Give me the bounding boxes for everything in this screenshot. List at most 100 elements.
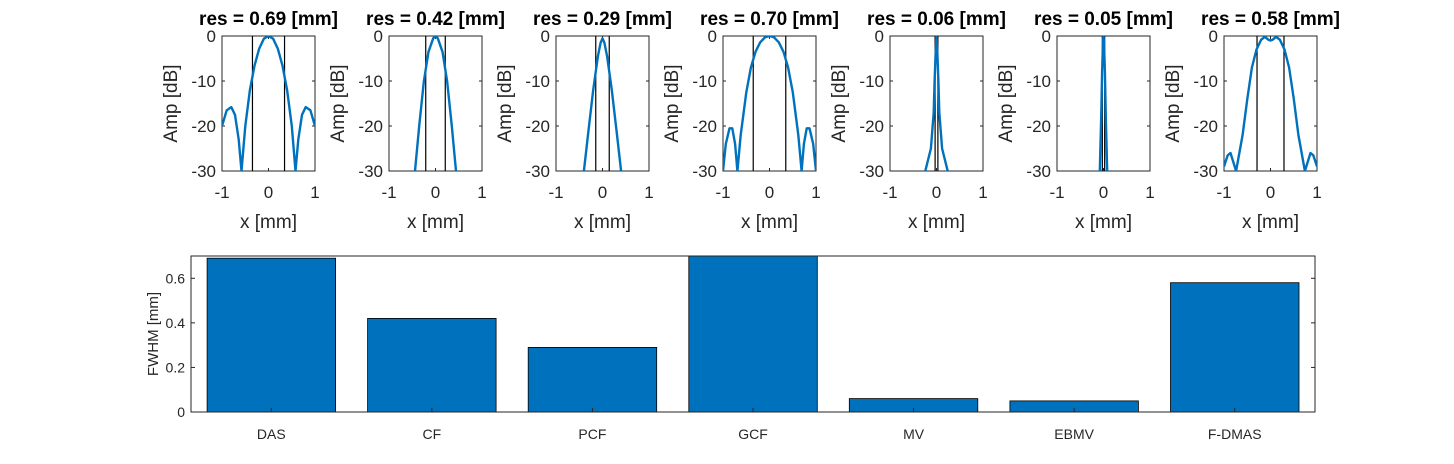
x-tick-label: 1 [1312,183,1321,202]
subplot-1: res = 0.69 [mm]0-10-20-30-1 0 1x [mm]Amp [… [161,9,338,233]
beam-profile-line [413,36,458,171]
x-tick-label: 1 [811,183,820,202]
beam-profile-line [1224,36,1317,171]
subplot-2: res = 0.42 [mm]0-10-20-30-1 0 1x [mm]Amp [… [328,9,505,233]
x-tick-label: 0 [431,183,440,202]
x-category-label: MV [903,426,925,442]
y-tick-label: -10 [1193,72,1218,91]
beam-profile-line [1098,36,1109,171]
axes-box [190,255,1316,413]
y-tick-label: -10 [358,72,383,91]
x-tick-label: -1 [214,183,229,202]
x-tick-label: 1 [644,183,653,202]
axes-box [722,35,817,172]
y-axis-label: FWHM [mm] [145,292,162,376]
y-tick-label: -10 [525,72,550,91]
y-tick-label: -20 [191,117,216,136]
axes-box [555,35,650,172]
x-tick-label: -1 [381,183,396,202]
y-tick-label: -20 [1026,117,1051,136]
y-axis-label: Amp [dB] [1163,64,1184,142]
x-tick-label: -1 [715,183,730,202]
y-axis-label: Amp [dB] [996,64,1017,142]
y-axis-label: Amp [dB] [829,64,850,142]
x-tick-label: 0 [1266,183,1275,202]
y-axis-label: Amp [dB] [495,64,516,142]
y-tick-label: -30 [358,162,383,181]
x-tick-label: 1 [310,183,319,202]
y-tick-label: -20 [525,117,550,136]
x-tick-label: -1 [548,183,563,202]
x-category-label: F-DMAS [1208,426,1262,442]
y-tick-label: -30 [191,162,216,181]
y-tick-label: -10 [191,72,216,91]
x-tick-label: 0 [932,183,941,202]
y-tick-label: 0 [1042,27,1051,46]
axes-box [388,35,483,172]
x-tick-label: 0 [598,183,607,202]
y-tick-label: 0 [875,27,884,46]
y-tick-label: 0 [1209,27,1218,46]
y-tick-label: -30 [525,162,550,181]
bar-pcf [527,346,658,413]
subplot-title: res = 0.58 [mm] [1201,9,1340,30]
y-tick-label: 0 [177,404,185,420]
x-axis-label: x [mm] [1242,212,1299,233]
y-axis-label: Amp [dB] [328,64,349,142]
subplot-4: res = 0.70 [mm]0-10-20-30-1 0 1x [mm]Amp [… [662,9,839,233]
y-axis-label: Amp [dB] [161,64,182,142]
y-tick-label: 0.4 [166,315,186,331]
y-tick-label: -30 [692,162,717,181]
x-axis-label: x [mm] [741,212,798,233]
subplot-title: res = 0.06 [mm] [867,9,1006,30]
subplot-title: res = 0.42 [mm] [366,9,505,30]
subplot-3: res = 0.29 [mm]0-10-20-30-1 0 1x [mm]Amp [… [495,9,672,233]
bar-f-dmas [1170,282,1300,413]
x-tick-label: 0 [264,183,273,202]
y-tick-label: 0 [374,27,383,46]
bar-gcf [688,255,818,413]
y-tick-label: -10 [692,72,717,91]
bar-das [206,257,337,413]
x-tick-label: -1 [1216,183,1231,202]
y-tick-label: -10 [1026,72,1051,91]
x-tick-label: 0 [765,183,774,202]
x-tick-label: 1 [978,183,987,202]
x-axis-label: x [mm] [407,212,464,233]
x-axis-label: x [mm] [1075,212,1132,233]
x-tick-label: 0 [1099,183,1108,202]
beam-profile-line [723,36,816,171]
y-tick-label: 0 [207,27,216,46]
x-tick-label: 1 [1145,183,1154,202]
bar-cf [367,317,497,413]
y-tick-label: 0.6 [166,270,186,286]
subplot-7: res = 0.58 [mm]0-10-20-30-1 0 1x [mm]Amp [… [1163,9,1340,233]
axes-box [1223,35,1318,172]
beam-profile-line [582,37,623,171]
y-tick-label: -30 [1026,162,1051,181]
subplot-title: res = 0.29 [mm] [533,9,672,30]
beam-profile-line [924,36,949,171]
subplot-title: res = 0.70 [mm] [700,9,839,30]
x-tick-label: -1 [882,183,897,202]
x-axis-label: x [mm] [240,212,297,233]
y-tick-label: 0 [541,27,550,46]
x-axis-label: x [mm] [908,212,965,233]
subplot-5: res = 0.06 [mm]0-10-20-30-1 0 1x [mm]Amp [… [829,9,1006,233]
y-axis-label: Amp [dB] [662,64,683,142]
y-tick-label: -20 [859,117,884,136]
y-tick-label: 0.2 [166,359,186,375]
y-tick-label: -20 [692,117,717,136]
axes-box [221,35,316,172]
subplot-title: res = 0.69 [mm] [199,9,338,30]
x-tick-label: 1 [477,183,486,202]
x-category-label: GCF [738,426,768,442]
x-tick-label: -1 [1049,183,1064,202]
y-tick-label: -20 [1193,117,1218,136]
y-tick-label: -20 [358,117,383,136]
y-tick-label: 0 [708,27,717,46]
subplot-6: res = 0.05 [mm]0-10-20-30-1 0 1x [mm]Amp [… [996,9,1173,233]
x-category-label: PCF [578,426,606,442]
